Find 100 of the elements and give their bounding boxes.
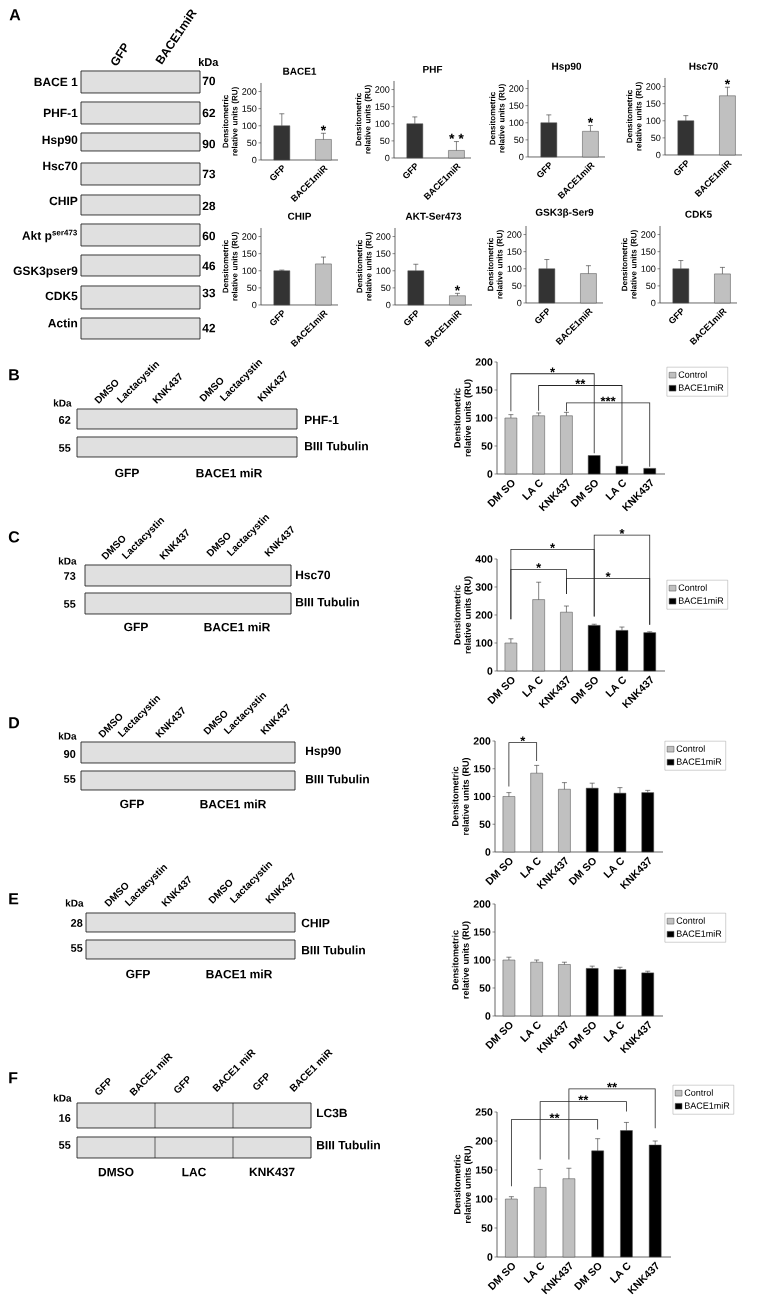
y-tick-label: 100 — [641, 265, 656, 272]
y-tick-label: 200 — [473, 900, 491, 908]
text: Actin — [48, 318, 78, 328]
y-tick-label: 150 — [473, 928, 491, 936]
text: kDa — [53, 1094, 72, 1102]
y-tick-label: 100 — [475, 639, 493, 647]
text: 55 — [63, 600, 76, 608]
text: 70 — [202, 76, 216, 86]
text: E — [9, 893, 19, 905]
annotation: * — [454, 285, 461, 291]
legend-label: BACE1miR — [678, 384, 724, 391]
y-tick-label: 150 — [509, 102, 524, 109]
text: 60 — [202, 231, 216, 241]
text: Hsp90 — [306, 746, 341, 758]
text: CDK5 — [45, 291, 78, 301]
text: C — [8, 531, 20, 543]
y-tick-label: 150 — [242, 250, 257, 257]
y-tick-label: 0 — [385, 154, 390, 162]
text: PHF-1 — [43, 108, 78, 118]
y-tick-label: 100 — [473, 792, 491, 801]
y-tick-label: 50 — [481, 1224, 493, 1232]
y-axis-title: Densitometric relative units (RU) — [453, 1145, 473, 1223]
annotation: * — [587, 117, 594, 123]
text: GFP — [95, 1077, 111, 1095]
text: GFP — [120, 799, 144, 809]
legend-label: Control — [676, 917, 705, 924]
x-tick-label: DM SO — [570, 676, 598, 705]
text: BACE1 miR — [200, 799, 267, 809]
y-tick-label: 200 — [375, 86, 390, 93]
y-tick-label: 100 — [646, 117, 661, 124]
y-tick-label: 200 — [507, 231, 522, 238]
text: 55 — [70, 944, 83, 952]
text: PHF-1 — [305, 415, 339, 425]
chart-title: Hsp90 — [552, 62, 582, 72]
text: BIII Tubulin — [306, 774, 369, 784]
text: CHIP — [301, 918, 330, 928]
text: 16 — [59, 1114, 71, 1122]
text: Akt p$^{ser473}$ — [22, 229, 77, 243]
text: 55 — [58, 1141, 71, 1149]
text: 62 — [202, 108, 216, 118]
text: 28 — [202, 201, 216, 211]
text: GFP — [126, 969, 150, 979]
y-tick-label: 50 — [479, 984, 491, 992]
chart-title: CDK5 — [685, 210, 712, 218]
x-tick-label: DM SO — [568, 857, 596, 886]
text: 73 — [64, 572, 76, 580]
y-tick-label: 0 — [485, 1012, 491, 1020]
text: 42 — [202, 323, 216, 333]
text: 62 — [58, 416, 71, 424]
text: BACE1 miR — [204, 622, 271, 632]
y-tick-label: 200 — [475, 1137, 493, 1145]
y-tick-label: 200 — [475, 611, 493, 619]
text: BACE1 miR — [196, 468, 263, 478]
x-tick-label: DM SO — [485, 857, 513, 886]
y-tick-label: 50 — [512, 282, 522, 290]
legend-label: BACE1miR — [676, 930, 722, 937]
legend-label: BACE1miR — [685, 1102, 730, 1109]
y-tick-label: 50 — [481, 442, 493, 450]
text: DMSO — [98, 1167, 134, 1177]
y-axis-title: Densitometric relative units (RU) — [453, 576, 473, 654]
y-tick-label: 200 — [646, 83, 661, 90]
y-tick-label: 0 — [252, 156, 257, 164]
annotation: ** — [549, 1113, 560, 1119]
chart-title: Hsc70 — [689, 62, 718, 70]
text: BIII Tubulin — [296, 597, 359, 607]
text: 90 — [63, 750, 76, 758]
y-tick-label: 0 — [651, 299, 656, 307]
annotation: * — [605, 572, 611, 577]
legend-label: Control — [684, 1089, 713, 1096]
text: 46 — [202, 261, 216, 271]
y-tick-label: 0 — [252, 301, 257, 309]
text: 55 — [58, 444, 71, 452]
y-tick-label: 100 — [473, 956, 491, 964]
y-tick-label: 50 — [514, 136, 524, 144]
annotation: * — [520, 736, 526, 742]
y-axis-title: Densitometric relative units (RU) — [222, 87, 240, 156]
annotation: * — [724, 79, 731, 85]
text: kDa — [53, 399, 72, 407]
y-axis-title: Densitometric relative units (RU) — [451, 757, 471, 835]
text: kDa — [58, 557, 77, 565]
y-tick-label: 300 — [475, 583, 493, 591]
chart-title: PHF — [423, 65, 443, 73]
text: A — [9, 9, 21, 21]
y-tick-label: 50 — [381, 284, 391, 292]
y-tick-label: 100 — [375, 120, 390, 127]
y-tick-label: 100 — [475, 1195, 493, 1203]
legend-label: Control — [678, 371, 707, 378]
annotation: ** — [575, 379, 586, 385]
annotation: * — [536, 563, 542, 569]
chart-title: AKT-Ser473 — [405, 212, 462, 220]
text: BIII Tubulin — [305, 441, 368, 451]
text: F — [9, 1072, 18, 1084]
y-tick-label: 50 — [247, 284, 257, 292]
y-tick-label: 100 — [475, 414, 493, 422]
text: Hsc70 — [296, 570, 331, 580]
y-tick-label: 150 — [641, 248, 656, 255]
y-axis-title: Densitometric relative units (RU) — [626, 82, 644, 151]
y-tick-label: 150 — [507, 248, 522, 255]
y-tick-label: 400 — [475, 555, 493, 563]
y-tick-label: 50 — [646, 282, 656, 290]
